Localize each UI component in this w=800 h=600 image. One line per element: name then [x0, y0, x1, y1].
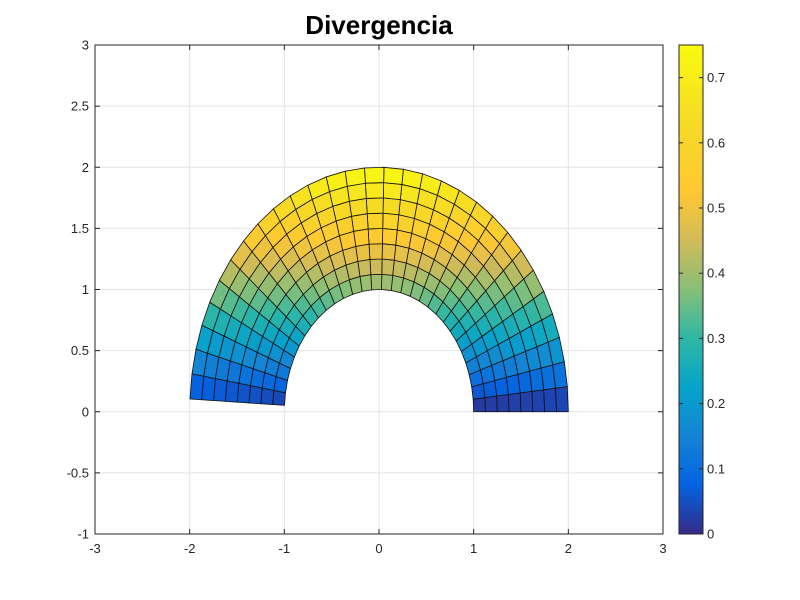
- surface-cell: [508, 392, 522, 413]
- plot-area: -3 -2 -1 0 1 2 3 -1 -0.5 0 0.5 1 1.5 2 2.5 3: [67, 38, 667, 557]
- colorbar-tick-label: 0.1: [707, 461, 725, 476]
- surface-cell: [484, 395, 498, 413]
- colorbar-tick-label: 0.4: [707, 266, 725, 281]
- surface-cell: [382, 212, 400, 231]
- surface-cell: [370, 273, 383, 291]
- surface-cell: [248, 385, 263, 405]
- surface-cell: [383, 166, 404, 185]
- x-tick-label: 0: [375, 541, 382, 556]
- y-tick-label: -0.5: [67, 465, 89, 480]
- x-tick-label: -2: [184, 541, 196, 556]
- surface-cell: [390, 274, 404, 294]
- surface-mesh: [189, 166, 569, 413]
- surface-cell: [213, 378, 228, 402]
- y-tick-label: 1: [82, 282, 89, 297]
- surface-cell: [224, 380, 240, 403]
- colorbar-tick-label: 0.2: [707, 396, 725, 411]
- surface-cell: [368, 243, 383, 260]
- surface-cell: [236, 382, 251, 404]
- colorbar-scale: [678, 44, 704, 535]
- surface-cell: [365, 197, 384, 215]
- surface-cell: [272, 389, 286, 406]
- y-tick-label: 1.5: [71, 221, 89, 236]
- surface-cell: [519, 390, 534, 413]
- x-tick-label: 3: [659, 541, 666, 556]
- surface-cell: [552, 361, 568, 389]
- surface-cell: [344, 167, 366, 187]
- x-tick-label: 2: [565, 541, 572, 556]
- surface-cell: [381, 273, 394, 291]
- surface-cell: [364, 182, 385, 199]
- surface-cell: [201, 375, 216, 401]
- surface-cell: [260, 387, 275, 405]
- colorbar-tick-label: 0.3: [707, 331, 725, 346]
- chart-title: Divergencia: [305, 10, 453, 40]
- surface-cell: [543, 387, 557, 413]
- colorbar-tick-label: 0.5: [707, 201, 725, 216]
- surface-cell: [555, 386, 569, 413]
- surface-cell: [366, 212, 384, 230]
- surface-cell: [382, 182, 403, 201]
- colorbar-tick-label: 0.6: [707, 135, 725, 150]
- surface-cell: [367, 228, 384, 245]
- surface-cell: [382, 197, 401, 216]
- x-tick-label: -3: [89, 541, 101, 556]
- surface-cell: [472, 397, 486, 413]
- surface-cell: [382, 227, 398, 246]
- y-tick-label: 0: [82, 404, 89, 419]
- surface-cell: [369, 258, 383, 276]
- colorbar-tick-label: 0.7: [707, 70, 725, 85]
- x-tick-label: 1: [470, 541, 477, 556]
- surface-cell: [381, 243, 397, 261]
- y-tick-label: -1: [77, 527, 89, 542]
- surface-cell: [351, 213, 369, 232]
- surface-cell: [531, 389, 546, 413]
- y-tick-label: 0.5: [71, 343, 89, 358]
- surface-cell: [496, 394, 510, 413]
- axes: -3 -2 -1 0 1 2 3 -1 -0.5 0 0.5 1 1.5 2 2.5 3: [67, 38, 667, 557]
- surface-cell: [189, 373, 205, 401]
- surface-cell: [381, 258, 395, 276]
- x-tick-label: -1: [279, 541, 291, 556]
- surface-cell: [353, 228, 370, 247]
- colorbar-tick-label: 0: [707, 527, 714, 542]
- y-tick-label: 2.5: [71, 99, 89, 114]
- y-tick-label: 3: [82, 38, 89, 53]
- colorbar: 0 0.1 0.2 0.3 0.4 0.5 0.6 0.7: [678, 44, 725, 542]
- y-tick-label: 2: [82, 160, 89, 175]
- surface-cell: [364, 166, 385, 184]
